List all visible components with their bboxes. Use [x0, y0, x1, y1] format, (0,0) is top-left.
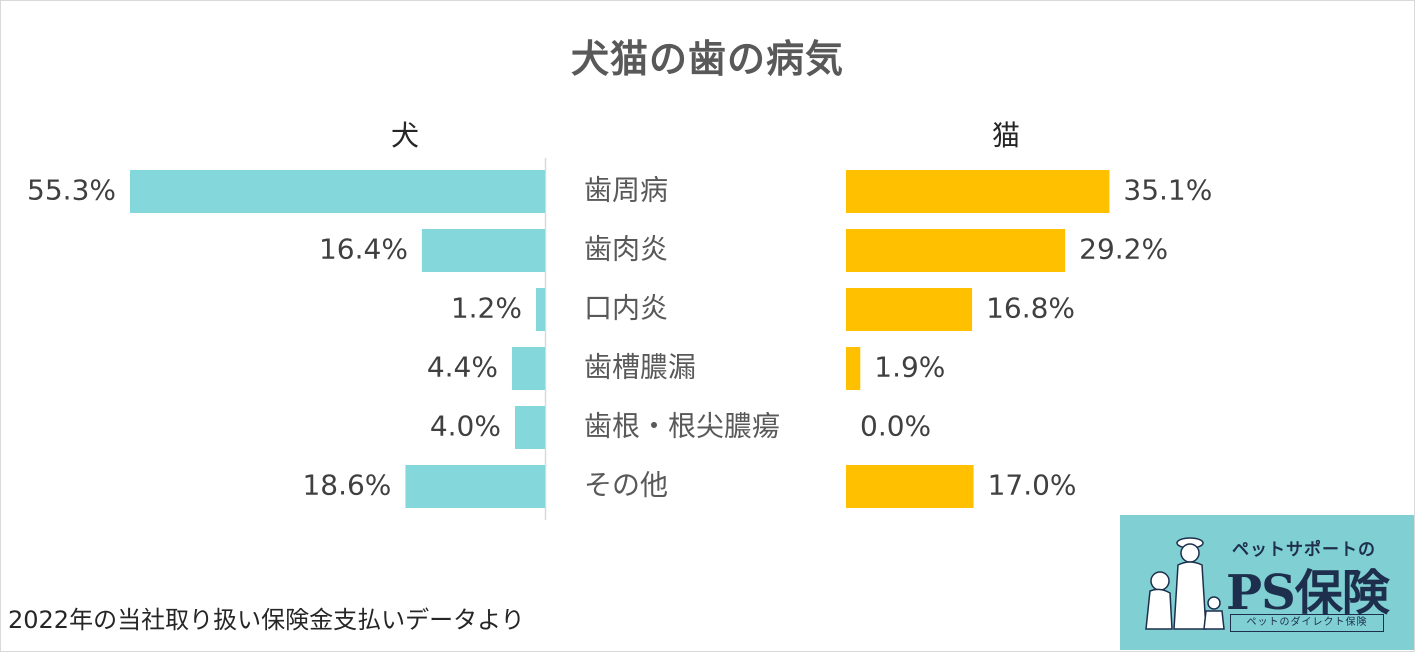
cat-value-label: 35.1% [1123, 174, 1212, 207]
dog-value-label: 16.4% [319, 233, 408, 266]
dog-value-label: 4.4% [427, 351, 498, 384]
logo-name: PS保険 [1226, 565, 1390, 621]
category-label: 口内炎 [584, 292, 668, 325]
cat-value-label: 1.9% [874, 351, 945, 384]
chart-title: 犬猫の歯の病気 [570, 37, 844, 81]
logo-subtitle: ペットのダイレクト保険 [1230, 614, 1384, 632]
cat-value-label: 16.8% [986, 292, 1075, 325]
pet-owner-illustration-icon [1145, 537, 1225, 630]
cat-value-label: 0.0% [860, 410, 931, 443]
legend-dog: 犬 [390, 119, 419, 152]
cat-value-label: 17.0% [988, 469, 1077, 502]
dog-value-label: 18.6% [302, 469, 391, 502]
logo-tagline: ペットサポートの [1232, 540, 1376, 560]
category-label: 歯肉炎 [584, 233, 668, 266]
dog-bar [130, 170, 545, 213]
dog-bar [511, 347, 545, 390]
category-label: 歯周病 [584, 174, 668, 207]
cat-bar [846, 465, 974, 508]
dog-bar [405, 465, 545, 508]
dog-bar [514, 406, 545, 449]
cat-bar [846, 229, 1066, 272]
category-label: その他 [584, 469, 668, 502]
footnote: 2022年の当社取り扱い保険金支払いデータより [8, 606, 525, 634]
dog-value-label: 4.0% [430, 410, 501, 443]
dog-value-label: 55.3% [27, 174, 116, 207]
legend-cat: 猫 [991, 119, 1020, 152]
category-label: 歯槽膿漏 [584, 351, 696, 384]
cat-bar [846, 170, 1110, 213]
ps-hoken-logo: ペットサポートの PS保険 ペットのダイレクト保険 [1120, 515, 1414, 650]
dog-bar [421, 229, 545, 272]
dog-bar [535, 288, 545, 331]
cat-bar [846, 347, 861, 390]
category-label: 歯根・根尖膿瘍 [584, 410, 780, 443]
cat-value-label: 29.2% [1079, 233, 1168, 266]
dog-value-label: 1.2% [451, 292, 522, 325]
cat-bar [846, 288, 973, 331]
